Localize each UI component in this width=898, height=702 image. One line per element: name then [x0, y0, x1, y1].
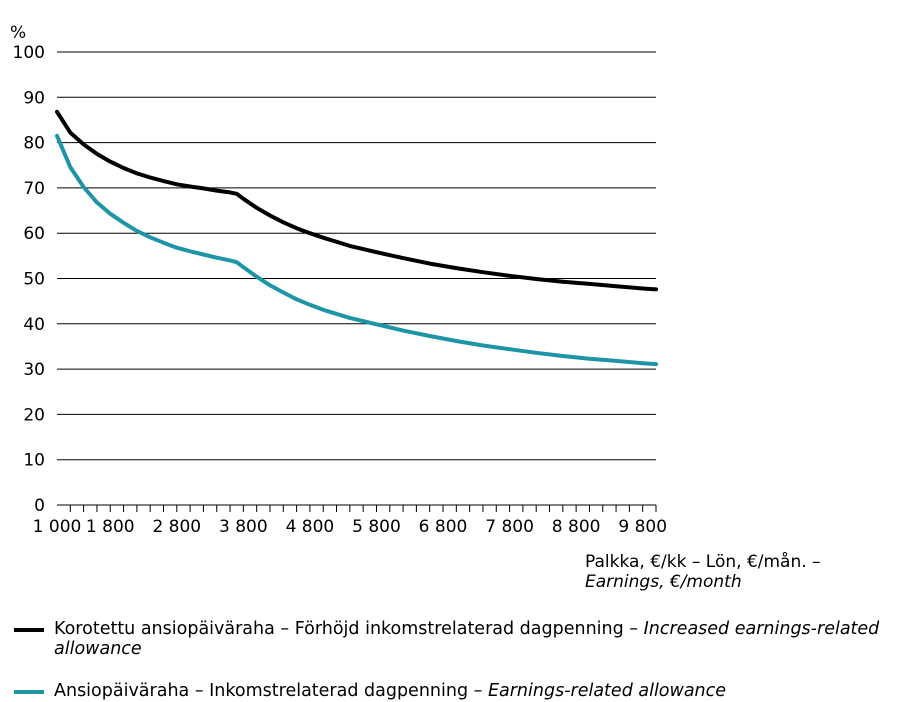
y-tick-label: 20 [23, 405, 45, 425]
x-axis-title-line2: Earnings, €/month [585, 572, 742, 592]
x-tick-label: 9 800 [618, 517, 667, 537]
gridlines [57, 51, 656, 461]
y-tick-label: 0 [34, 496, 45, 516]
y-tick-label: 100 [13, 43, 45, 63]
y-tick-label: 30 [23, 360, 45, 380]
series-line-0 [55, 109, 658, 292]
y-tick-label: 80 [23, 134, 45, 154]
y-tick-label: 50 [23, 270, 45, 290]
series-line-1 [55, 133, 658, 367]
legend-label-italic: Increased earnings-related allowance [54, 619, 880, 659]
x-tick-label: 8 800 [552, 517, 601, 537]
x-axis-title-line1: Palkka, €/kk – Lön, €/mån. – [585, 552, 821, 572]
x-axis-title: Palkka, €/kk – Lön, €/mån. – Earnings, €… [585, 552, 885, 592]
x-tick-label: 1 800 [86, 517, 135, 537]
y-tick-label: 40 [23, 315, 45, 335]
legend-label: Ansiopäiväraha – Inkomstrelaterad dagpen… [54, 681, 894, 701]
y-unit-label: % [10, 23, 26, 43]
line-chart: % 0 10 20 30 40 50 60 70 80 90 100 1 000 1 800 2 800… [10, 23, 667, 537]
y-tick-label: 70 [23, 179, 45, 199]
legend-label: Korotettu ansiopäiväraha – Förhöjd inkom… [54, 619, 894, 659]
x-tick-label: 4 800 [286, 517, 335, 537]
y-axis: 0 10 20 30 40 50 60 70 80 90 100 [13, 43, 45, 516]
legend-swatch-teal [14, 690, 44, 694]
x-axis: 1 000 1 800 2 800 3 800 4 800 5 800 6 800 7 800… [33, 504, 667, 537]
series-lines [55, 109, 658, 367]
legend-label-plain: Korotettu ansiopäiväraha – Förhöjd inkom… [54, 619, 644, 639]
x-tick-label: 3 800 [219, 517, 268, 537]
x-tick-label: 1 000 [33, 517, 82, 537]
legend-label-italic: Earnings-related allowance [487, 681, 727, 701]
x-tick-label: 5 800 [352, 517, 401, 537]
x-tick-label: 6 800 [419, 517, 468, 537]
x-tick-label: 7 800 [485, 517, 534, 537]
x-tick-label: 2 800 [152, 517, 201, 537]
y-tick-label: 10 [23, 451, 45, 471]
legend-swatch-black [14, 628, 44, 632]
y-tick-label: 90 [23, 88, 45, 108]
legend-label-plain: Ansiopäiväraha – Inkomstrelaterad dagpen… [54, 681, 488, 701]
y-tick-label: 60 [23, 224, 45, 244]
